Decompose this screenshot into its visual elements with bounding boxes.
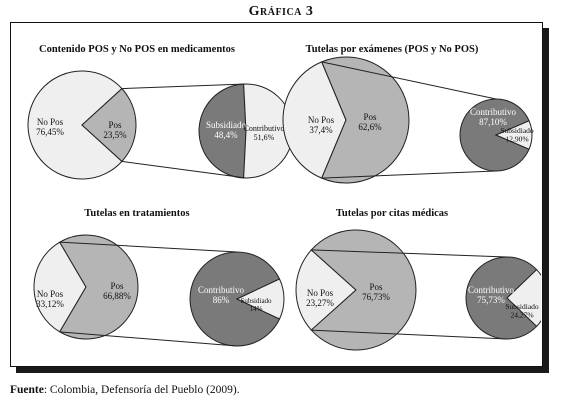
main-no-pos-name-label: No Pos: [37, 117, 64, 127]
main-no-pos-value-label: 37,4%: [309, 125, 333, 135]
secondary-slice-contributivo: [465, 256, 538, 340]
secondary-contributivo-name-label: Contributivo: [244, 124, 285, 133]
chart-title: Contenido POS y No POS en medicamentos: [39, 44, 235, 55]
secondary-contributivo-value-label: 86%: [213, 295, 230, 305]
secondary-subsidiado-name-label: Subsidiado: [206, 120, 247, 130]
main-pos-name-label: Pos: [110, 281, 124, 291]
secondary-slice-subsidiado: [198, 83, 247, 179]
main-pos-value-label: 76,73%: [362, 292, 390, 302]
secondary-slice-subsidiado: [235, 278, 285, 320]
connector-line-top: [59, 241, 238, 253]
source-text: : Colombia, Defensoría del Pueblo (2009)…: [43, 384, 240, 396]
main-pos-name-label: Pos: [369, 282, 383, 292]
main-no-pos-name-label: No Pos: [308, 115, 335, 125]
main-slice-no-pos: [33, 241, 87, 333]
source-label: Fuente: [10, 384, 44, 396]
main-slice-no-pos: [282, 61, 347, 179]
secondary-subsidiado-value-label: 48,4%: [214, 130, 238, 140]
main-slice-pos: [81, 87, 137, 163]
chart-title: Tutelas por citas médicas: [336, 208, 448, 219]
secondary-subsidiado-value-label: 24,27%: [510, 311, 533, 320]
chart-title: Tutelas por exámenes (POS y No POS): [306, 44, 479, 55]
connector-line-top: [311, 249, 508, 258]
secondary-slice-contributivo: [459, 98, 530, 172]
main-slice-pos: [321, 56, 410, 184]
secondary-subsidiado-value-label: 14%: [250, 305, 263, 313]
main-pos-name-label: Pos: [108, 120, 122, 130]
secondary-subsidiado-value-label: 12,90%: [505, 135, 528, 144]
secondary-subsidiado-name-label: Subsidiado: [240, 297, 272, 305]
main-slice-no-pos: [27, 70, 123, 180]
secondary-slice-contributivo: [189, 251, 281, 347]
main-no-pos-value-label: 76,45%: [36, 127, 64, 137]
secondary-contributivo-name-label: Contributivo: [470, 107, 517, 117]
figure-title: Gráfica 3: [248, 4, 314, 19]
main-no-pos-name-label: No Pos: [307, 288, 334, 298]
connector-line-bottom: [321, 170, 497, 179]
connector-line-bottom: [311, 329, 508, 340]
chart-title: Tutelas en tratamientos: [84, 208, 189, 219]
connector-line-top: [121, 83, 247, 90]
charts-canvas: Contenido POS y No POS en medicamentos No…: [27, 44, 541, 351]
secondary-contributivo-value-label: 75,73%: [477, 295, 505, 305]
main-no-pos-value-label: 23,27%: [306, 298, 334, 308]
secondary-slice-subsidiado: [494, 120, 533, 150]
main-slice-pos: [59, 234, 139, 340]
secondary-contributivo-value-label: 87,10%: [479, 117, 507, 127]
source-note: Fuente: Colombia, Defensoría del Pueblo …: [10, 384, 240, 396]
secondary-contributivo-name-label: Contributivo: [198, 285, 245, 295]
chart-panel-1: Contenido POS y No POS en medicamentos No…: [27, 44, 294, 180]
main-no-pos-name-label: No Pos: [37, 289, 64, 299]
secondary-contributivo-value-label: 51,6%: [254, 133, 275, 142]
chart-panel-2: Tutelas por exámenes (POS y No POS) No Po…: [282, 44, 534, 184]
main-no-pos-value-label: 33,12%: [36, 299, 64, 309]
connector-line-bottom: [121, 160, 247, 179]
main-pos-value-label: 62,6%: [358, 122, 382, 132]
connector-line-top: [321, 61, 497, 100]
connector-line-bottom: [59, 331, 238, 347]
secondary-subsidiado-name-label: Subsidiado: [500, 126, 534, 135]
secondary-contributivo-name-label: Contributivo: [468, 285, 515, 295]
main-pos-value-label: 66,88%: [103, 291, 131, 301]
main-slice-pos: [310, 229, 417, 351]
secondary-subsidiado-name-label: Subsidiado: [505, 302, 539, 311]
main-pos-value-label: 23,5%: [103, 130, 127, 140]
main-slice-no-pos: [295, 249, 357, 331]
main-pos-name-label: Pos: [363, 112, 377, 122]
secondary-slice-subsidiado: [506, 268, 541, 328]
